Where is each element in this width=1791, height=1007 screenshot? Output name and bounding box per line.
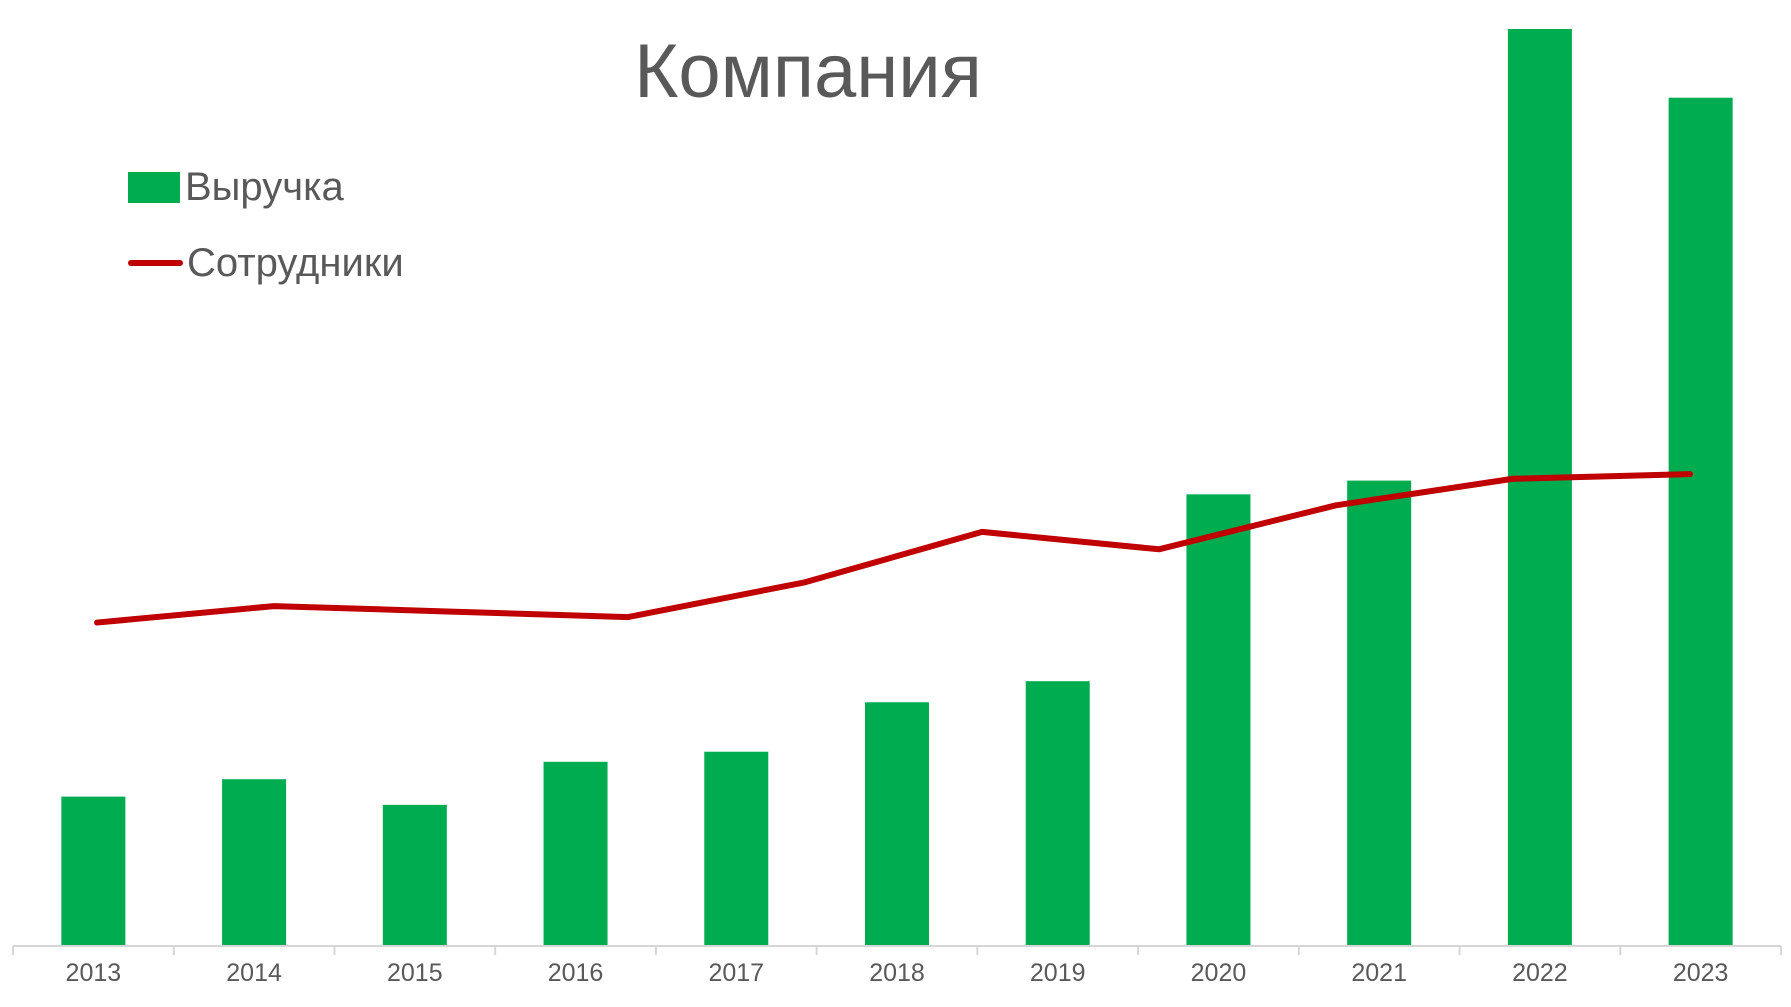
x-axis-label-2020: 2020 xyxy=(1191,959,1247,987)
bar-2019 xyxy=(1025,681,1090,945)
revenue-swatch-icon xyxy=(128,171,180,203)
chart-title: Компания xyxy=(634,29,982,114)
legend-item-employees: Сотрудники xyxy=(128,238,404,288)
x-axis-label-2016: 2016 xyxy=(548,959,604,987)
x-axis-label-2019: 2019 xyxy=(1030,959,1086,987)
x-axis-label-2017: 2017 xyxy=(708,959,764,987)
x-axis-label-2013: 2013 xyxy=(66,959,122,987)
bar-2016 xyxy=(543,761,608,945)
x-axis-label-2018: 2018 xyxy=(869,959,925,987)
legend: Выручка Сотрудники xyxy=(128,162,404,314)
bar-2017 xyxy=(704,751,769,945)
legend-label-revenue: Выручка xyxy=(185,165,344,209)
bar-2013 xyxy=(61,796,126,945)
x-axis-label-2021: 2021 xyxy=(1351,959,1407,987)
x-axis-label-2023: 2023 xyxy=(1673,959,1729,987)
bar-2014 xyxy=(222,779,287,945)
bar-2020 xyxy=(1186,494,1251,945)
x-axis-label-2022: 2022 xyxy=(1512,959,1568,987)
employees-line xyxy=(94,471,1693,626)
bar-2021 xyxy=(1347,480,1412,945)
bar-2018 xyxy=(865,702,929,945)
x-axis-label-2015: 2015 xyxy=(387,959,443,987)
employees-swatch-icon xyxy=(128,260,183,266)
bar-2023 xyxy=(1668,97,1733,945)
bar-2022 xyxy=(1507,29,1572,945)
legend-label-employees: Сотрудники xyxy=(187,241,404,285)
x-axis-label-2014: 2014 xyxy=(226,959,282,987)
legend-item-revenue: Выручка xyxy=(128,162,404,212)
bar-2015 xyxy=(382,804,447,945)
